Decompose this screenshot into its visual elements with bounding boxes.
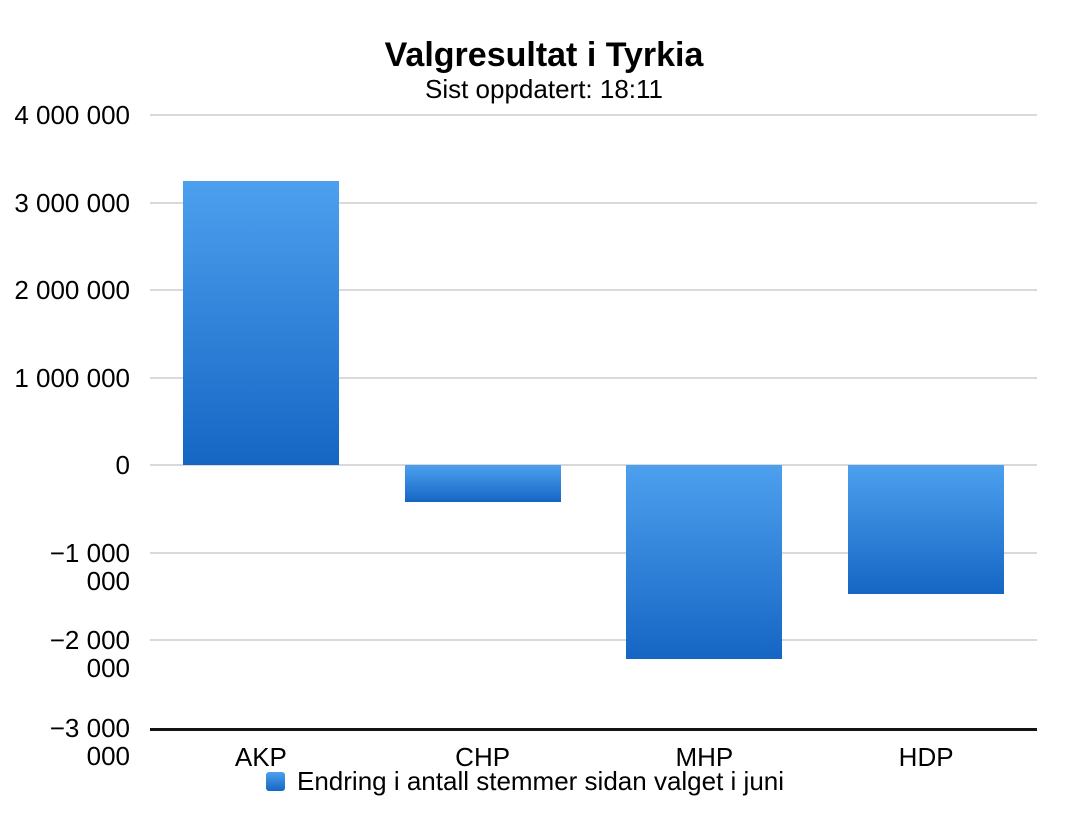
x-tick-label-hdp: HDP <box>898 742 954 772</box>
gridline <box>150 289 1037 292</box>
legend-item[interactable]: Endring i antall stemmer sidan valget i … <box>266 766 784 797</box>
bar-mhp[interactable] <box>626 465 783 659</box>
legend-label: Endring i antall stemmer sidan valget i … <box>297 766 785 796</box>
bar-chp[interactable] <box>404 465 561 503</box>
y-tick-label: 4 000 000 <box>14 100 130 130</box>
bar-akp[interactable] <box>182 180 339 466</box>
y-tick-label: −2 000 000 <box>49 625 130 684</box>
gridline <box>150 201 1037 204</box>
x-tick-label-chp: CHP <box>455 742 511 772</box>
chart-header: Valgresultat i Tyrkia Sist oppdatert: 18… <box>0 36 1088 104</box>
y-tick-label: 2 000 000 <box>14 275 130 306</box>
gridline <box>150 376 1037 379</box>
x-tick-label-mhp: MHP <box>675 742 734 772</box>
x-tick-label-akp: AKP <box>234 742 287 772</box>
gridline <box>150 639 1037 642</box>
chart-subtitle: Sist oppdatert: 18:11 <box>424 74 663 104</box>
chart-title: Valgresultat i Tyrkia <box>384 36 704 74</box>
bar-hdp[interactable] <box>848 465 1005 594</box>
y-tick-label: −1 000 000 <box>49 537 130 596</box>
y-tick-label: 0 <box>115 450 130 481</box>
gridline <box>150 114 1037 116</box>
x-axis-line <box>150 728 1037 731</box>
gridline <box>150 464 1037 467</box>
y-tick-label: 1 000 000 <box>14 362 130 393</box>
legend-swatch-icon <box>266 772 285 791</box>
y-tick-label: −3 000 000 <box>49 713 130 771</box>
gridline <box>150 551 1037 554</box>
y-tick-label: 3 000 000 <box>14 187 130 218</box>
